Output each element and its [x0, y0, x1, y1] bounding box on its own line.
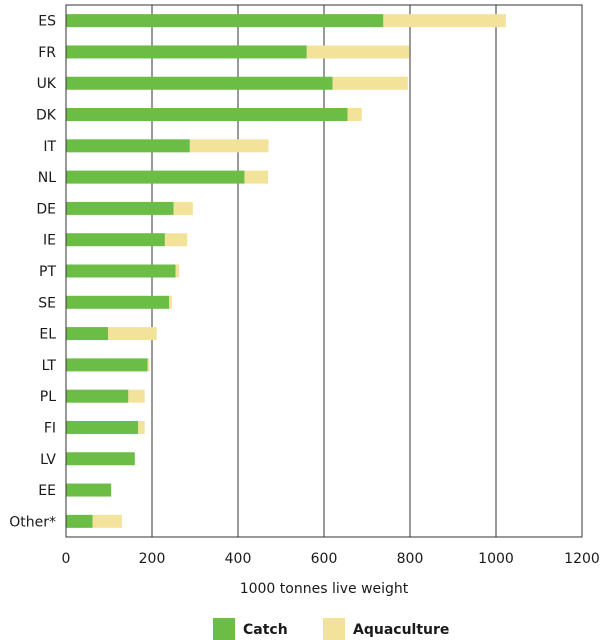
aquaculture-bar	[173, 201, 193, 215]
category-label: PL	[40, 389, 56, 405]
category-label: IE	[43, 233, 56, 249]
legend: Catch Aquaculture	[213, 618, 449, 640]
bars	[66, 14, 506, 528]
category-label: NL	[38, 170, 56, 186]
aquaculture-bar	[108, 327, 157, 341]
category-labels: ES FR UK DK IT NL DE IE PT SE EL LT PL FI LV EE Other*	[9, 14, 57, 531]
category-label: LV	[40, 452, 56, 468]
category-label: SE	[38, 295, 56, 311]
aquaculture-bar	[175, 264, 180, 278]
legend-swatch-aquaculture	[323, 618, 345, 640]
x-tick-label: 400	[225, 551, 252, 567]
catch-bar	[66, 170, 245, 184]
catch-bar	[66, 358, 148, 372]
gridlines	[151, 5, 497, 537]
legend-swatch-catch	[213, 618, 235, 640]
x-tick-label: 1200	[564, 551, 600, 567]
aquaculture-bar	[189, 139, 269, 153]
category-label: DE	[36, 201, 56, 217]
aquaculture-bar	[244, 170, 269, 184]
catch-bar	[66, 389, 129, 403]
catch-bar	[66, 76, 333, 90]
category-label: LT	[42, 358, 57, 374]
x-tick-label: 0	[62, 551, 71, 567]
category-label: FI	[44, 420, 56, 436]
x-axis-title: 1000 tonnes live weight	[240, 581, 409, 597]
x-tick-labels: 0 200 400 600 800 1000 1200	[62, 551, 600, 567]
catch-bar	[66, 452, 135, 466]
catch-bar	[66, 514, 93, 528]
catch-bar	[66, 139, 190, 153]
plot-frame	[65, 4, 583, 538]
aquaculture-bar	[383, 14, 506, 28]
aquaculture-bar	[138, 420, 145, 434]
catch-bar	[66, 14, 384, 28]
catch-bar	[66, 295, 170, 309]
aquaculture-bar	[164, 233, 188, 247]
category-label: ES	[38, 14, 56, 30]
category-label: Other*	[9, 514, 56, 530]
aquaculture-bar	[147, 358, 150, 372]
aquaculture-bar	[306, 45, 410, 59]
category-label: PT	[39, 264, 56, 280]
category-label: FR	[38, 45, 56, 61]
aquaculture-bar	[347, 108, 362, 122]
catch-bar	[66, 483, 112, 497]
catch-bar	[66, 264, 176, 278]
catch-bar	[66, 327, 109, 341]
x-tick-label: 800	[397, 551, 424, 567]
catch-bar	[66, 108, 348, 122]
catch-bar	[66, 201, 174, 215]
category-label: UK	[37, 76, 57, 92]
catch-bar	[66, 420, 139, 434]
category-label: EL	[39, 327, 56, 343]
x-tick-label: 600	[311, 551, 338, 567]
aquaculture-bar	[332, 76, 408, 90]
x-tick-label: 1000	[478, 551, 514, 567]
aquaculture-bar	[169, 295, 172, 309]
aquaculture-bar	[128, 389, 145, 403]
category-label: EE	[38, 483, 56, 499]
category-label: DK	[36, 108, 57, 124]
legend-label-catch: Catch	[243, 622, 288, 638]
x-tick-label: 200	[139, 551, 166, 567]
aquaculture-bar	[92, 514, 122, 528]
catch-bar	[66, 233, 165, 247]
legend-label-aquaculture: Aquaculture	[353, 622, 449, 638]
catch-bar	[66, 45, 307, 59]
category-label: IT	[43, 139, 56, 155]
